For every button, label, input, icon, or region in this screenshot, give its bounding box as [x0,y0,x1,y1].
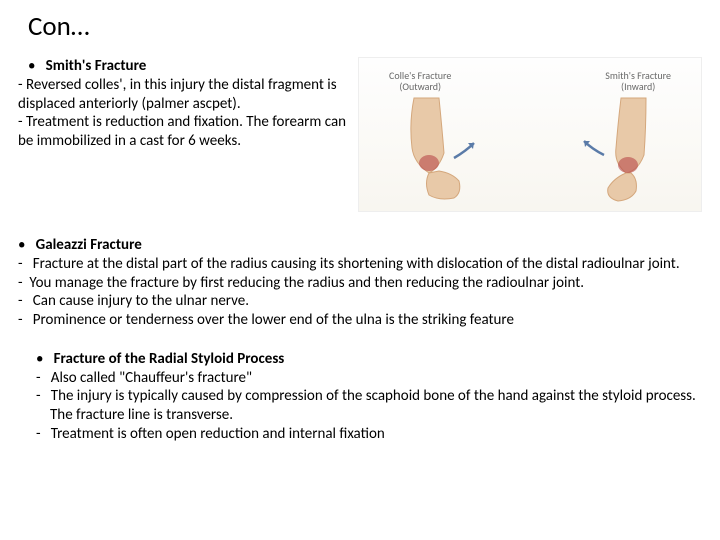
section-3-line-3: - Treatment is often open reduction and … [36,425,702,444]
section-2-line-4: - Prominence or tenderness over the lowe… [18,311,702,330]
slide-container: Con… • Smith's Fracture - Reversed colle… [0,0,720,540]
diagram-label-left: Colle's Fracture(Outward) [389,70,451,92]
top-row: • Smith's Fracture - Reversed colles', i… [18,57,702,212]
section-2-line-1: - Fracture at the distal part of the rad… [18,255,702,274]
arm-illustration-left [384,93,494,203]
section-2-line-2: - You manage the fracture by first reduc… [18,274,702,293]
section-3-line-1: - Also called "Chauffeur's fracture" [36,369,702,388]
section-1-heading: Smith's Fracture [46,57,147,75]
section-1-line-1: - Reversed colles', in this injury the d… [18,76,348,114]
section-2-line-3: - Can cause injury to the ulnar nerve. [18,292,702,311]
diagram-label-right: Smith's Fracture(Inward) [605,70,671,92]
section-3-line-2: - The injury is typically caused by comp… [50,387,702,425]
section-2-heading: Galeazzi Fracture [36,236,142,254]
section-2-heading-line: • Galeazzi Fracture [18,236,702,255]
section-1: • Smith's Fracture - Reversed colles', i… [18,57,348,212]
section-2: • Galeazzi Fracture - Fracture at the di… [18,236,702,330]
section-3-heading: Fracture of the Radial Styloid Process [54,350,285,368]
section-3: • Fracture of the Radial Styloid Process… [18,350,702,444]
arm-illustration-right [566,93,676,203]
section-1-line-2: - Treatment is reduction and fixation. T… [18,113,348,151]
section-3-heading-line: • Fracture of the Radial Styloid Process [36,350,702,369]
section-1-heading-line: • Smith's Fracture [18,57,348,76]
fracture-diagram: Colle's Fracture(Outward) Smith's Fractu… [358,57,702,212]
slide-title: Con… [28,10,702,43]
